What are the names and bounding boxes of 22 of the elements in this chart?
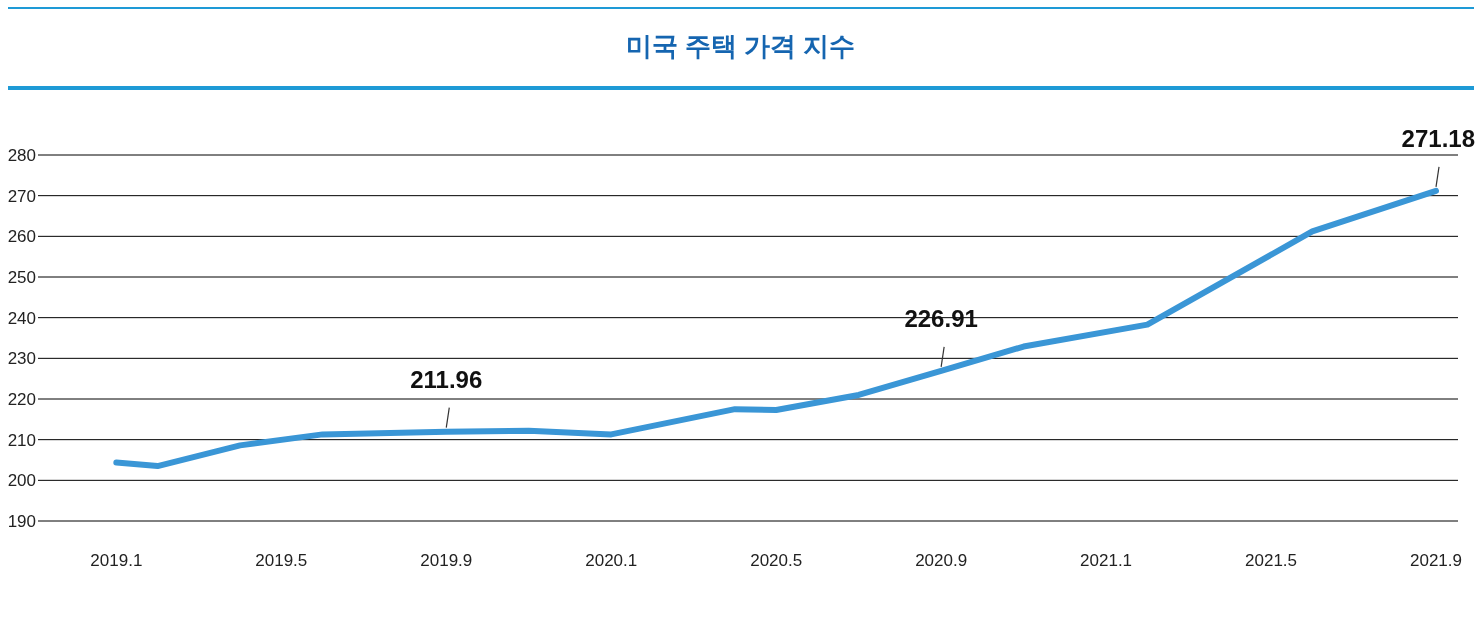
y-tick-label: 280 [7,146,36,165]
y-tick-label: 210 [7,430,36,450]
chart-title: 미국 주택 가격 지수 [625,31,856,61]
y-tick-label: 200 [7,471,36,491]
x-tick-label: 2019.1 [90,551,143,570]
y-tick-label: 250 [7,268,36,287]
x-tick-label: 2021.1 [1080,551,1133,570]
data-label: 211.96 [410,365,483,393]
x-tick-label: 2021.5 [1245,551,1298,570]
x-tick-label: 2020.5 [750,551,803,570]
y-tick-label: 190 [7,512,36,531]
x-tick-label: 2020.9 [915,551,968,570]
y-tick-label: 260 [7,227,36,247]
y-tick-label: 240 [7,308,36,328]
y-tick-label: 270 [7,186,36,206]
x-tick-label: 2019.9 [420,551,473,570]
data-label: 271.18 [1401,124,1475,152]
y-tick-label: 230 [7,349,36,369]
x-tick-label: 2020.1 [585,551,638,570]
y-tick-label: 220 [7,390,36,409]
x-tick-label: 2021.9 [1410,551,1463,570]
x-tick-label: 2019.5 [255,551,308,570]
